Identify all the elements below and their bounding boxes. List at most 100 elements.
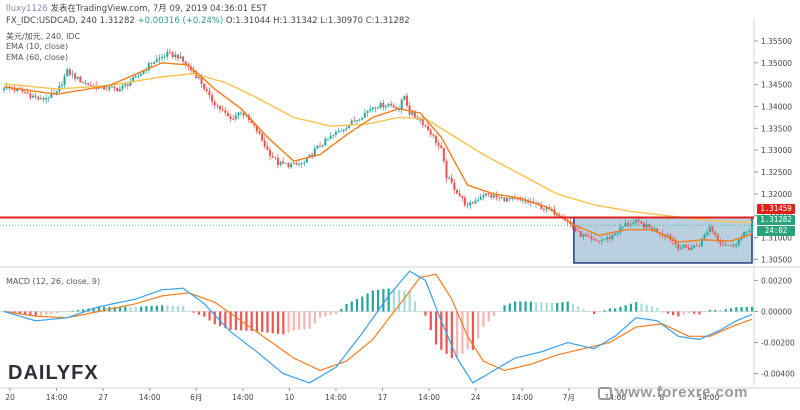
time-tick-label: 7月 — [563, 393, 575, 402]
macd-histogram-bar — [245, 311, 248, 331]
macd-histogram-bar — [261, 311, 264, 332]
candle-body — [405, 95, 408, 106]
macd-histogram-bar — [345, 304, 348, 312]
candle-body — [276, 158, 279, 165]
candle-body — [213, 101, 216, 106]
candle-body — [677, 244, 680, 249]
macd-histogram-bar — [161, 305, 164, 312]
candle-body — [508, 197, 511, 200]
macd-histogram-bar — [192, 311, 195, 313]
macd-tick-label: -0.00400 — [761, 370, 795, 379]
macd-histogram-bar — [292, 311, 295, 331]
price-tick-label: 1.32500 — [761, 168, 792, 177]
candle-body — [334, 132, 337, 135]
macd-histogram-bar — [313, 311, 316, 324]
macd-histogram-bar — [39, 311, 43, 316]
time-tick-label: 8 — [659, 393, 664, 402]
macd-histogram-bar — [334, 311, 338, 314]
macd-histogram-bar — [645, 304, 648, 312]
macd-tick-label: -0.00200 — [761, 339, 795, 348]
candle-body — [656, 228, 659, 233]
macd-histogram-bar — [97, 306, 101, 312]
candle-body — [695, 245, 698, 247]
candle-body — [556, 214, 559, 216]
candle-body — [700, 238, 703, 246]
macd-histogram-bar — [635, 302, 638, 312]
candle-body — [469, 202, 472, 206]
macd-histogram-bar — [624, 305, 627, 312]
candle-body — [311, 154, 314, 156]
candle-body — [332, 134, 335, 136]
candle-body — [200, 76, 203, 84]
macd-histogram-bar — [450, 311, 453, 359]
candle-body — [582, 234, 585, 237]
candle-body — [495, 195, 498, 198]
macd-histogram-bar — [24, 311, 27, 315]
candle-body — [616, 232, 619, 234]
candle-body — [350, 120, 353, 125]
candle-body — [506, 197, 509, 202]
candle-body — [132, 77, 135, 83]
macd-histogram-bar — [598, 311, 601, 313]
time-tick-label: 17 — [378, 393, 388, 402]
candle-body — [192, 70, 195, 73]
macd-histogram-bar — [50, 311, 53, 314]
candle-body — [226, 112, 229, 117]
time-tick-label: 14:00 — [418, 393, 440, 402]
macd-histogram-bar — [182, 306, 185, 312]
candle-body — [527, 201, 530, 203]
time-tick-label: 20 — [5, 393, 15, 402]
series-legend-ema10: EMA (10, close) — [6, 42, 69, 51]
macd-histogram-bar — [719, 309, 722, 312]
candle-body — [113, 86, 116, 88]
macd-histogram-bar — [587, 311, 590, 312]
candle-body — [608, 237, 611, 240]
candle-body — [31, 95, 34, 98]
macd-histogram-bar — [392, 289, 396, 312]
macd-histogram-bar — [429, 311, 432, 331]
price-change: +0.00316 (+0.24%) — [137, 16, 224, 26]
candle-body — [66, 69, 69, 77]
candle-body — [437, 143, 440, 146]
candle-body — [316, 145, 319, 149]
macd-histogram-bar — [477, 311, 480, 339]
macd-histogram-bar — [408, 291, 411, 312]
candle-body — [498, 197, 501, 199]
candle-body — [614, 233, 617, 235]
candle-body — [163, 56, 166, 58]
candle-body — [666, 235, 669, 237]
macd-histogram-bar — [640, 303, 643, 312]
macd-histogram-bar — [687, 311, 690, 314]
macd-histogram-bar — [187, 310, 190, 312]
candle-body — [490, 194, 493, 198]
candle-body — [108, 86, 111, 90]
candle-body — [400, 99, 403, 110]
candle-body — [26, 92, 29, 94]
candle-body — [271, 155, 274, 158]
publisher-name[interactable]: lluxy1126 — [6, 4, 48, 14]
candle-body — [63, 76, 66, 85]
macd-histogram-bar — [282, 311, 285, 335]
candle-body — [232, 118, 235, 120]
macd-histogram-bar — [614, 308, 617, 312]
candle-body — [479, 197, 482, 200]
candle-body — [635, 219, 638, 223]
candle-body — [321, 145, 324, 147]
candle-body — [366, 110, 369, 113]
candle-body — [171, 52, 174, 58]
price-tick-label: 1.35000 — [761, 59, 792, 68]
macd-histogram-bar — [329, 311, 332, 316]
candle-body — [145, 70, 148, 71]
macd-histogram-bar — [340, 308, 343, 312]
macd-histogram-bar — [103, 306, 106, 312]
candle-body — [245, 115, 248, 116]
macd-histogram-bar — [666, 311, 669, 314]
candle-body — [650, 227, 653, 231]
macd-histogram-bar — [297, 311, 301, 331]
macd-histogram-bar — [413, 301, 417, 312]
macd-histogram-bar — [377, 289, 380, 312]
macd-histogram-bar — [276, 311, 280, 334]
candle-body — [82, 82, 85, 84]
macd-histogram-bar — [698, 311, 701, 315]
